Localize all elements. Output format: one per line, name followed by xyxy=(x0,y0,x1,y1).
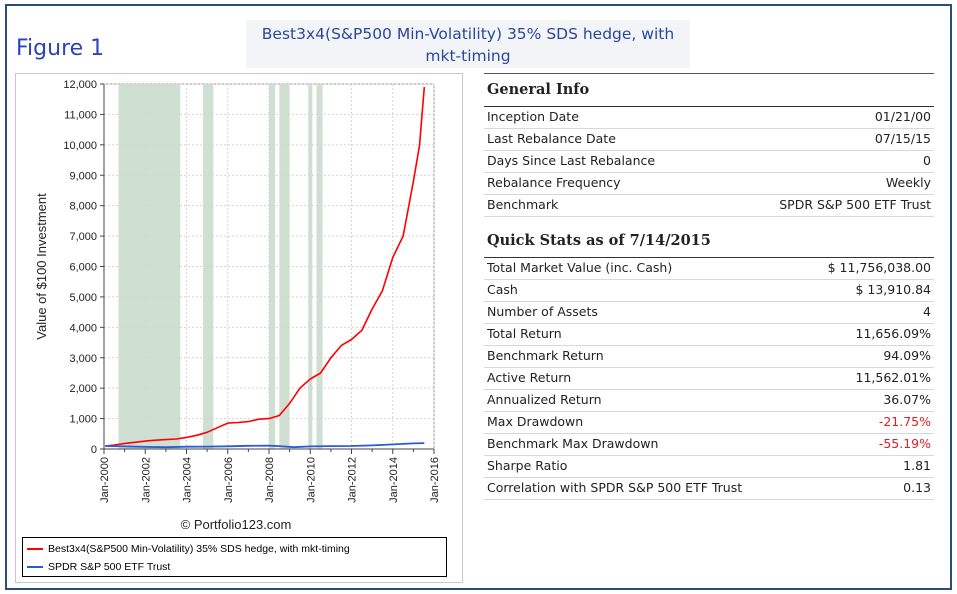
x-tick-label: Jan-2010 xyxy=(305,457,317,503)
quick-stats-row: Cash $ 13,910.84 xyxy=(484,280,934,302)
general-info-label: Last Rebalance Date xyxy=(487,131,616,146)
y-tick-label: 6,000 xyxy=(69,262,97,274)
quick-stats-value: 94.09% xyxy=(883,348,931,363)
quick-stats-row: Total Return 11,656.09% xyxy=(484,324,934,346)
chart-legend: Best3x4(S&P500 Min-Volatility) 35% SDS h… xyxy=(22,537,447,577)
x-tick-label: Jan-2014 xyxy=(388,457,400,503)
y-axis-label: Value of $100 Investment xyxy=(34,193,49,340)
x-tick-label: Jan-2006 xyxy=(223,457,235,503)
series-line-strategy xyxy=(105,86,426,447)
quick-stats-label: Benchmark Return xyxy=(487,348,604,363)
general-info-row: Rebalance Frequency Weekly xyxy=(484,173,934,195)
quick-stats-value: 11,562.01% xyxy=(855,370,932,385)
general-info-divider xyxy=(484,106,934,107)
y-tick-label: 0 xyxy=(91,444,97,456)
general-info-row: Inception Date 01/21/00 xyxy=(484,107,934,129)
general-info-value: SPDR S&P 500 ETF Trust xyxy=(779,197,931,212)
quick-stats-value: 0.13 xyxy=(903,480,931,495)
legend-item-benchmark: SPDR S&P 500 ETF Trust xyxy=(27,559,170,575)
watermark-text: © Portfolio123.com xyxy=(181,517,292,532)
x-tick-label: Jan-2000 xyxy=(99,457,111,503)
general-info-row: Days Since Last Rebalance 0 xyxy=(484,151,934,173)
quick-stats-title: Quick Stats as of 7/14/2015 xyxy=(487,232,711,249)
general-info-label: Rebalance Frequency xyxy=(487,175,621,190)
quick-stats-label: Sharpe Ratio xyxy=(487,458,568,473)
quick-stats-value: $ 13,910.84 xyxy=(855,282,931,297)
legend-item-strategy: Best3x4(S&P500 Min-Volatility) 35% SDS h… xyxy=(27,541,350,557)
y-tick-label: 9,000 xyxy=(69,170,97,182)
quick-stats-divider xyxy=(484,257,934,258)
quick-stats-row: Total Market Value (inc. Cash) $ 11,756,0… xyxy=(484,258,934,280)
general-info-label: Inception Date xyxy=(487,109,579,124)
x-tick-label: Jan-2016 xyxy=(429,457,441,503)
chart-title-box: Best3x4(S&P500 Min-Volatility) 35% SDS h… xyxy=(246,20,690,68)
general-info-value: Weekly xyxy=(885,175,931,190)
x-tick-label: Jan-2012 xyxy=(347,457,359,503)
quick-stats-row: Annualized Return 36.07% xyxy=(484,390,934,412)
quick-stats-label: Number of Assets xyxy=(487,304,598,319)
general-info-table: Inception Date 01/21/00 Last Rebalance Dat… xyxy=(484,107,934,217)
y-tick-label: 8,000 xyxy=(69,201,97,213)
y-tick-label: 1,000 xyxy=(69,414,97,426)
quick-stats-value: 36.07% xyxy=(883,392,931,407)
quick-stats-label: Annualized Return xyxy=(487,392,602,407)
quick-stats-value: $ 11,756,038.00 xyxy=(827,260,931,275)
y-tick-label: 12,000 xyxy=(63,79,97,91)
quick-stats-label: Benchmark Max Drawdown xyxy=(487,436,659,451)
general-info-label: Benchmark xyxy=(487,197,559,212)
general-info-label: Days Since Last Rebalance xyxy=(487,153,656,168)
chart-panel: 0 1,000 2,000 3,000 4,000 5,000 6,000 7,000 8,00… xyxy=(15,73,463,583)
quick-stats-label: Total Market Value (inc. Cash) xyxy=(487,260,673,275)
quick-stats-row: Number of Assets 4 xyxy=(484,302,934,324)
quick-stats-label: Total Return xyxy=(487,326,562,341)
quick-stats-value: -55.19% xyxy=(878,436,931,451)
general-info-row: Last Rebalance Date 07/15/15 xyxy=(484,129,934,151)
shaded-region xyxy=(308,84,313,449)
chart-title-line2: mkt-timing xyxy=(425,47,511,65)
quick-stats-value: 1.81 xyxy=(903,458,931,473)
quick-stats-label: Max Drawdown xyxy=(487,414,584,429)
legend-swatch-blue xyxy=(27,566,43,568)
general-info-value: 07/15/15 xyxy=(874,131,931,146)
general-info-title: General Info xyxy=(487,81,590,98)
general-info-value: 0 xyxy=(923,153,931,168)
x-tick-label: Jan-2002 xyxy=(140,457,152,503)
x-tick-label: Jan-2008 xyxy=(264,457,276,503)
quick-stats-row: Benchmark Max Drawdown -55.19% xyxy=(484,434,934,456)
y-tick-label: 10,000 xyxy=(63,140,97,152)
top-divider xyxy=(484,73,934,74)
chart-title-line1: Best3x4(S&P500 Min-Volatility) 35% SDS h… xyxy=(261,25,675,43)
quick-stats-table: Total Market Value (inc. Cash) $ 11,756,0… xyxy=(484,258,934,500)
x-tick-label: Jan-2004 xyxy=(182,457,194,503)
stats-panel: General Info Inception Date 01/21/00 Last … xyxy=(484,73,934,500)
y-tick-label: 2,000 xyxy=(69,383,97,395)
quick-stats-row: Correlation with SPDR S&P 500 ETF Trust 0… xyxy=(484,478,934,500)
quick-stats-value: 11,656.09% xyxy=(855,326,932,341)
quick-stats-value: 4 xyxy=(923,304,931,319)
general-info-row: Benchmark SPDR S&P 500 ETF Trust xyxy=(484,195,934,217)
quick-stats-row: Max Drawdown -21.75% xyxy=(484,412,934,434)
y-tick-label: 5,000 xyxy=(69,292,97,304)
legend-label-strategy: Best3x4(S&P500 Min-Volatility) 35% SDS h… xyxy=(48,543,350,555)
legend-label-benchmark: SPDR S&P 500 ETF Trust xyxy=(48,561,171,573)
figure-label: Figure 1 xyxy=(16,36,105,61)
quick-stats-row: Active Return 11,562.01% xyxy=(484,368,934,390)
y-tick-label: 11,000 xyxy=(64,109,97,121)
y-tick-label: 7,000 xyxy=(69,231,97,243)
figure-frame xyxy=(5,4,952,590)
quick-stats-value: -21.75% xyxy=(878,414,931,429)
series-line-benchmark xyxy=(105,442,425,449)
quick-stats-row: Benchmark Return 94.09% xyxy=(484,346,934,368)
quick-stats-label: Cash xyxy=(487,282,518,297)
line-chart: 0 1,000 2,000 3,000 4,000 5,000 6,000 7,000 8,00… xyxy=(34,79,441,532)
shaded-region xyxy=(316,84,323,449)
y-tick-label: 4,000 xyxy=(69,322,97,334)
legend-swatch-red xyxy=(27,548,43,550)
quick-stats-row: Sharpe Ratio 1.81 xyxy=(484,456,934,478)
y-tick-label: 3,000 xyxy=(69,353,97,365)
general-info-value: 01/21/00 xyxy=(874,109,931,124)
quick-stats-label: Active Return xyxy=(487,370,572,385)
quick-stats-label: Correlation with SPDR S&P 500 ETF Trust xyxy=(487,480,743,495)
